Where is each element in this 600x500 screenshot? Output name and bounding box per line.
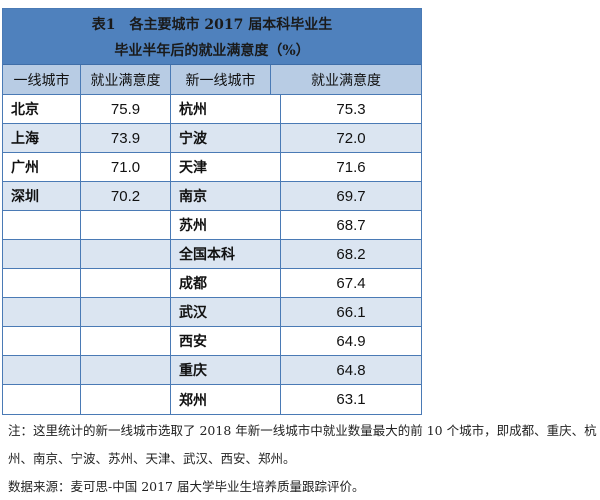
tier1-satisfaction-cell: [81, 327, 171, 355]
table-row: 广州 71.0 天津 71.6: [3, 153, 421, 182]
new-tier1-satisfaction-cell: 69.7: [336, 187, 366, 205]
table-title-line2: 毕业半年后的就业满意度（%）: [114, 43, 310, 59]
tier1-city-cell: 北京: [3, 95, 81, 123]
table-header-row: 一线城市 就业满意度 新一线城市 就业满意度: [3, 65, 421, 95]
new-tier1-satisfaction-cell: 67.4: [336, 274, 366, 292]
new-tier1-satisfaction-cell: 68.7: [336, 216, 366, 234]
table-title-line1: 表1 各主要城市 2017 届本科毕业生: [91, 17, 333, 33]
tier1-satisfaction-cell: 71.0: [81, 153, 171, 181]
table-row: 郑州 63.1: [3, 385, 421, 414]
table-row: 全国本科 68.2: [3, 240, 421, 269]
tier1-satisfaction-cell: [81, 240, 171, 268]
new-tier1-satisfaction-cell: 66.1: [336, 303, 366, 321]
table-row: 重庆 64.8: [3, 356, 421, 385]
new-tier1-satisfaction-cell: 72.0: [336, 129, 366, 147]
new-tier1-satisfaction-cell: 68.2: [336, 245, 366, 263]
new-tier1-city-cell: 武汉: [171, 298, 281, 326]
new-tier1-city-cell: 全国本科: [171, 240, 281, 268]
table-row: 上海 73.9 宁波 72.0: [3, 124, 421, 153]
tier1-satisfaction-cell: 70.2: [81, 182, 171, 210]
tier1-satisfaction-cell: 75.9: [81, 95, 171, 123]
table-row: 苏州 68.7: [3, 211, 421, 240]
tier1-city-cell: 深圳: [3, 182, 81, 210]
table-title: 表1 各主要城市 2017 届本科毕业生 毕业半年后的就业满意度（%）: [3, 9, 421, 65]
new-tier1-city-cell: 南京: [171, 182, 281, 210]
new-tier1-city-cell: 杭州: [171, 95, 281, 123]
tier1-satisfaction-cell: [81, 356, 171, 384]
tier1-satisfaction-cell: [81, 298, 171, 326]
tier1-city-cell: 广州: [3, 153, 81, 181]
note-line2: 州、南京、宁波、苏州、天津、武汉、西安、郑州。: [8, 451, 296, 466]
header-new-tier1-city: 新一线城市: [171, 65, 271, 94]
new-tier1-city-cell: 宁波: [171, 124, 281, 152]
table-row: 武汉 66.1: [3, 298, 421, 327]
table-row: 西安 64.9: [3, 327, 421, 356]
tier1-city-cell: [3, 327, 81, 355]
new-tier1-city-cell: 郑州: [171, 385, 281, 414]
tier1-city-cell: [3, 356, 81, 384]
satisfaction-table: 表1 各主要城市 2017 届本科毕业生 毕业半年后的就业满意度（%） 一线城市…: [2, 8, 422, 415]
tier1-city-cell: [3, 298, 81, 326]
tier1-satisfaction-cell: 73.9: [81, 124, 171, 152]
new-tier1-satisfaction-cell: 71.6: [336, 158, 366, 176]
new-tier1-satisfaction-cell: 75.3: [336, 100, 366, 118]
tier1-city-cell: [3, 211, 81, 239]
table-row: 深圳 70.2 南京 69.7: [3, 182, 421, 211]
tier1-city-cell: [3, 269, 81, 297]
table-row: 北京 75.9 杭州 75.3: [3, 95, 421, 124]
new-tier1-city-cell: 成都: [171, 269, 281, 297]
header-new-tier1-satisfaction: 就业满意度: [311, 72, 381, 89]
header-tier1-city: 一线城市: [3, 65, 81, 94]
tier1-city-cell: [3, 385, 81, 414]
tier1-satisfaction-cell: [81, 269, 171, 297]
new-tier1-satisfaction-cell: 64.9: [336, 332, 366, 350]
new-tier1-city-cell: 西安: [171, 327, 281, 355]
tier1-satisfaction-cell: [81, 211, 171, 239]
table-row: 成都 67.4: [3, 269, 421, 298]
header-tier1-satisfaction: 就业满意度: [81, 65, 171, 94]
new-tier1-city-cell: 苏州: [171, 211, 281, 239]
tier1-satisfaction-cell: [81, 385, 171, 414]
new-tier1-satisfaction-cell: 63.1: [336, 391, 366, 408]
tier1-city-cell: 上海: [3, 124, 81, 152]
new-tier1-city-cell: 重庆: [171, 356, 281, 384]
note-line1: 注：这里统计的新一线城市选取了 2018 年新一线城市中就业数量最大的前 10 …: [8, 423, 597, 438]
new-tier1-satisfaction-cell: 64.8: [336, 361, 366, 379]
new-tier1-city-cell: 天津: [171, 153, 281, 181]
data-source: 数据来源：麦可思-中国 2017 届大学毕业生培养质量跟踪评价。: [8, 479, 365, 494]
tier1-city-cell: [3, 240, 81, 268]
